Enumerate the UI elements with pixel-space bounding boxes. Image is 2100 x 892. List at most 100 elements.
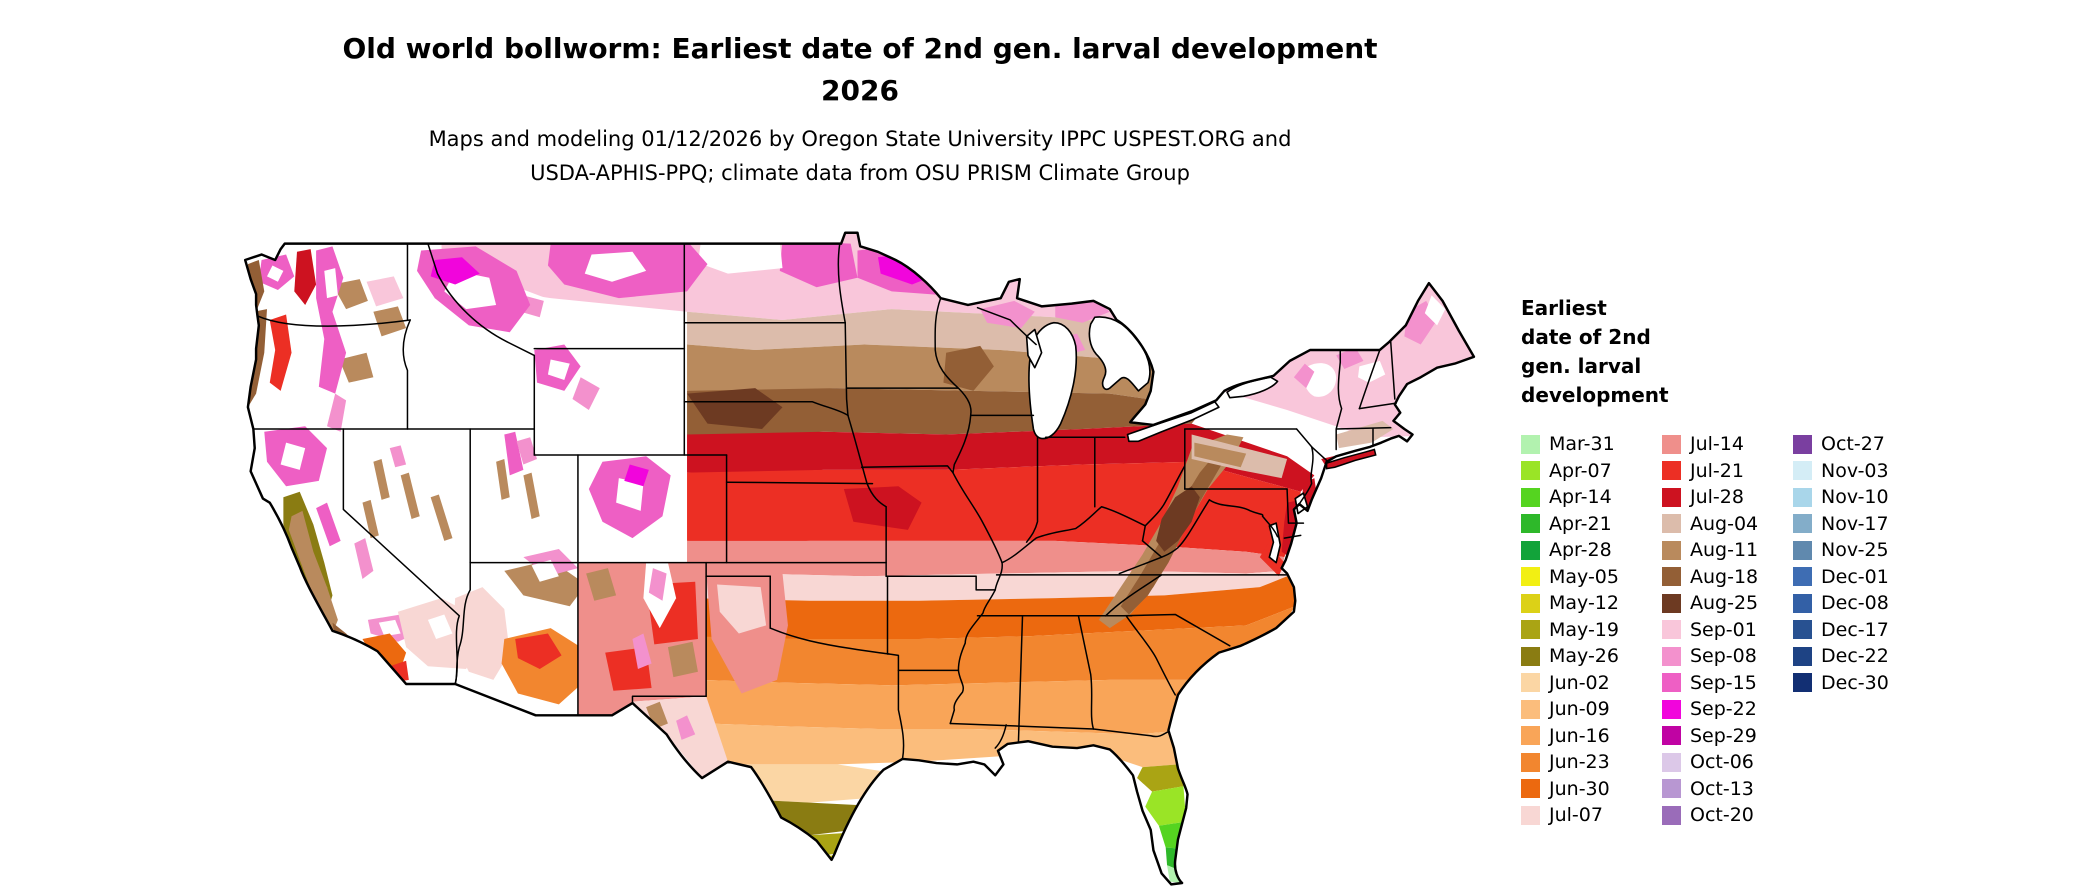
legend-label: Jun-30 [1549,777,1610,800]
legend-column-1: Mar-31 Apr-07 Apr-14 Apr-21 Apr-28 May-05 May-… [1521,431,1619,829]
legend-swatch [1793,593,1812,613]
legend-entry: Aug-11 [1662,537,1758,564]
legend-swatch [1521,620,1540,640]
legend-label: Sep-22 [1690,698,1757,721]
legend-swatch [1521,673,1540,693]
legend-label: Sep-15 [1690,671,1757,694]
legend-entry: Oct-13 [1662,776,1758,803]
legend-label: Dec-17 [1821,618,1889,641]
legend-entry: Jul-21 [1662,458,1758,485]
long-island-shape [1325,448,1377,470]
legend-title-line: gen. larval [1521,354,1642,378]
legend-entry: Mar-31 [1521,431,1619,458]
legend-label: Dec-01 [1821,565,1889,588]
chesapeake-bay-shape [1268,522,1282,564]
legend-swatch [1662,593,1681,613]
legend-swatch [1521,646,1540,666]
legend-label: Jul-28 [1690,486,1744,509]
legend-entry: Apr-21 [1521,511,1619,538]
legend-entry: Sep-15 [1662,670,1758,697]
legend-swatch [1662,620,1681,640]
legend-label: Dec-30 [1821,671,1889,694]
legend-swatch [1662,699,1681,719]
legend-entry: Jul-28 [1662,484,1758,511]
legend-swatch [1662,540,1681,560]
us-outline [243,231,1476,886]
legend-swatch [1521,567,1540,587]
legend-label: Jul-07 [1549,804,1603,827]
legend-entry: Aug-25 [1662,590,1758,617]
legend-swatch [1521,805,1540,825]
legend-swatch [1662,434,1681,454]
legend-label: Jun-02 [1549,671,1610,694]
legend-entry: Jun-02 [1521,670,1619,697]
legend-label: Oct-20 [1690,804,1754,827]
legend-label: Oct-27 [1821,433,1885,456]
legend-swatch [1793,567,1812,587]
legend-swatch [1662,752,1681,772]
legend-entry: Nov-17 [1793,511,1889,538]
legend-label: Jul-14 [1690,433,1744,456]
subtitle-line-2: USDA-APHIS-PPQ; climate data from OSU PR… [530,161,1190,185]
legend-swatch [1521,699,1540,719]
legend-label: Mar-31 [1549,433,1615,456]
legend-label: Apr-07 [1549,459,1612,482]
legend-swatch [1793,434,1812,454]
legend-swatch [1793,461,1812,481]
legend-label: May-26 [1549,645,1619,668]
legend-entry: Nov-25 [1793,537,1889,564]
legend-label: Aug-25 [1690,592,1759,615]
legend-label: Oct-13 [1690,777,1754,800]
legend-swatch [1521,779,1540,799]
legend-title: Earliest date of 2nd gen. larval develop… [1521,294,2081,410]
map-color-regions [245,232,1474,885]
legend-label: May-19 [1549,618,1619,641]
legend-entry: Jul-14 [1662,431,1758,458]
legend-column-3: Oct-27 Nov-03 Nov-10 Nov-17 Nov-25 Dec-01 Dec-… [1793,431,1889,696]
legend-swatch [1662,461,1681,481]
legend-swatch [1662,779,1681,799]
legend-label: Nov-03 [1821,459,1889,482]
legend-entry: Oct-20 [1662,802,1758,829]
legend-entry: Nov-10 [1793,484,1889,511]
legend-swatch [1521,726,1540,746]
legend-swatch [1521,487,1540,507]
legend-entry: May-19 [1521,617,1619,644]
legend-swatch [1521,752,1540,772]
map-legend: Earliest date of 2nd gen. larval develop… [1521,294,2081,826]
legend-label: Aug-11 [1690,539,1759,562]
legend-swatch [1793,620,1812,640]
map-title: Old world bollworm: Earliest date of 2nd… [0,28,1720,112]
legend-entry: Oct-27 [1793,431,1889,458]
legend-entry: Dec-30 [1793,670,1889,697]
legend-entry: Dec-17 [1793,617,1889,644]
legend-entry: May-26 [1521,643,1619,670]
legend-entry: Apr-28 [1521,537,1619,564]
legend-entry: May-05 [1521,564,1619,591]
map-subtitle: Maps and modeling 01/12/2026 by Oregon S… [0,122,1720,190]
legend-swatch [1662,487,1681,507]
legend-label: May-12 [1549,592,1619,615]
legend-swatch [1521,540,1540,560]
legend-label: Jul-21 [1690,459,1744,482]
legend-label: Jun-23 [1549,751,1610,774]
legend-entry: Apr-14 [1521,484,1619,511]
legend-entry: Jun-09 [1521,696,1619,723]
legend-label: Aug-04 [1690,512,1759,535]
title-line-1: Old world bollworm: Earliest date of 2nd… [342,32,1378,65]
subtitle-line-1: Maps and modeling 01/12/2026 by Oregon S… [428,127,1292,151]
legend-label: Sep-29 [1690,724,1757,747]
legend-title-line: development [1521,383,1669,407]
legend-entry: Nov-03 [1793,458,1889,485]
legend-label: Sep-01 [1690,618,1757,641]
legend-label: Jun-16 [1549,724,1610,747]
legend-swatch [1662,805,1681,825]
legend-swatch [1521,461,1540,481]
legend-swatch [1662,726,1681,746]
legend-entry: Sep-22 [1662,696,1758,723]
legend-label: Apr-21 [1549,512,1612,535]
legend-swatch [1521,593,1540,613]
legend-swatch [1793,487,1812,507]
legend-swatch [1793,514,1812,534]
